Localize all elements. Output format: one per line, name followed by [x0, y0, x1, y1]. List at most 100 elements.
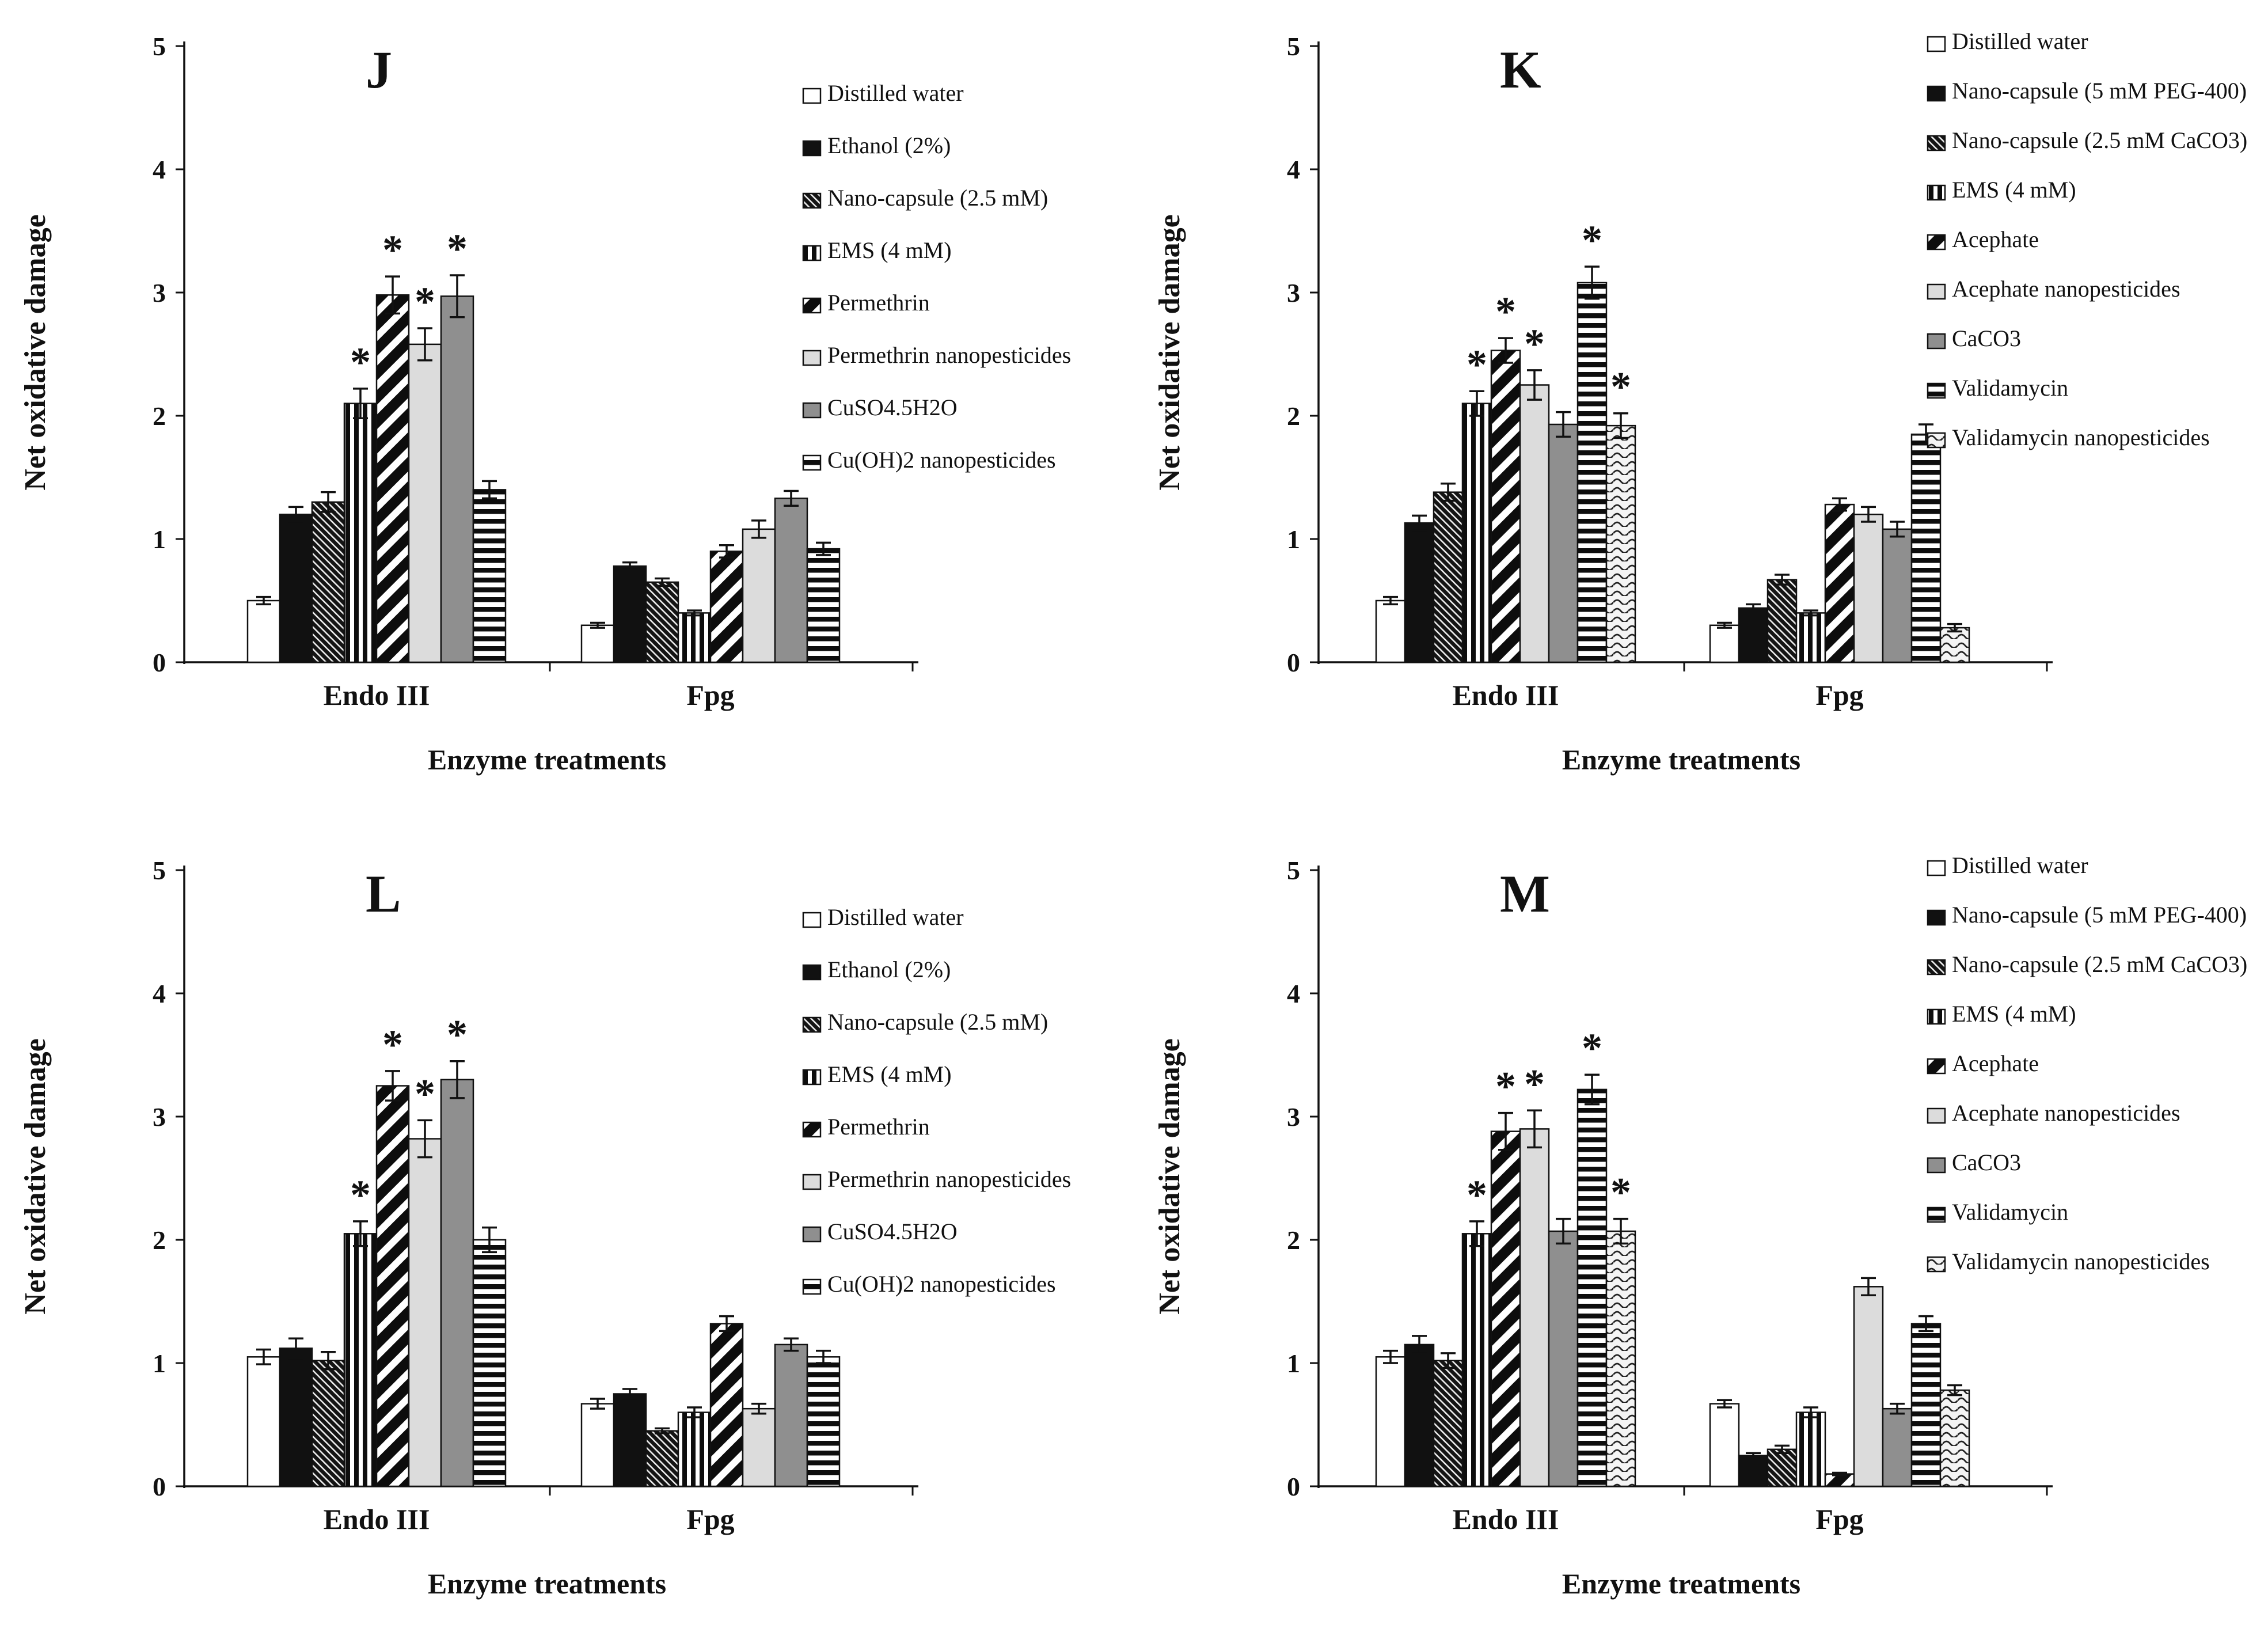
x-category-label: Fpg: [1815, 1503, 1863, 1535]
legend-label: Nano-capsule (2.5 mM): [827, 185, 1048, 211]
bar-Fpg-lightgray: [742, 1407, 776, 1487]
bar-Endo-III-gray: [1548, 423, 1579, 663]
significance-asterisk: *: [415, 1071, 435, 1117]
legend-label: Nano-capsule (5 mM PEG-400): [1952, 78, 2247, 104]
legend-swatch-white: [802, 912, 822, 928]
x-category-label: Fpg: [686, 1503, 734, 1535]
legend-swatch-lightgray: [1927, 283, 1946, 300]
y-axis-title: Net oxidative damage: [19, 214, 52, 490]
bar-Fpg-black: [1738, 607, 1769, 663]
y-tick-label: 5: [153, 32, 166, 61]
bar-Endo-III-hatch: [311, 1360, 345, 1487]
significance-asterisk: *: [1495, 1064, 1516, 1110]
bar-Fpg-black: [613, 565, 647, 663]
legend-swatch-black: [802, 964, 822, 981]
bar-Fpg-white: [580, 1403, 615, 1487]
bar-Endo-III-white: [1375, 599, 1406, 663]
legend-item: Nano-capsule (5 mM PEG-400): [1927, 902, 2247, 928]
bar-Endo-III-hstripe: [472, 489, 507, 663]
bar-Fpg-vstripe: [677, 612, 712, 663]
panel-M-chart: M 0 1 2 3 4 5 Net oxidative damage * * * * * Endo III…: [1134, 824, 2268, 1648]
bar-Endo-III-hstripe: [1576, 282, 1608, 663]
legend-swatch-hatch: [802, 192, 822, 209]
legend-item: Ethanol (2%): [802, 957, 951, 982]
panel-J-chart: J 0 1 2 3 4 5 Net oxidative damage * * * * Endo III F…: [0, 0, 1134, 824]
y-tick-label: 4: [1287, 155, 1300, 184]
legend-swatch-gray: [802, 402, 822, 419]
y-axis-title: Net oxidative damage: [1153, 1038, 1186, 1314]
bar-Endo-III-diag: [1490, 350, 1521, 663]
legend-label: Acephate: [1952, 226, 2039, 252]
legend-swatch-hstripe: [802, 1278, 822, 1295]
panel-K-chart: K 0 1 2 3 4 5 Net oxidative damage * * * * * Endo III…: [1134, 0, 2268, 824]
legend-item: Validamycin: [1927, 375, 2068, 401]
legend-swatch-diag: [802, 297, 822, 314]
legend-item: EMS (4 mM): [802, 1061, 952, 1087]
legend-label: Permethrin nanopesticides: [827, 1166, 1071, 1192]
panel-L-chart: L 0 1 2 3 4 5 Net oxidative damage * * * * Endo III F…: [0, 824, 1134, 1648]
legend-swatch-wave: [1927, 432, 1946, 449]
legend-item: Nano-capsule (2.5 mM CaCO3): [1927, 127, 2247, 153]
y-tick-label: 0: [153, 648, 166, 677]
legend-label: Permethrin: [827, 1114, 930, 1140]
legend-swatch-vstripe: [1927, 184, 1946, 201]
legend-swatch-vstripe: [802, 245, 822, 261]
bar-Endo-III-black: [1404, 1343, 1435, 1487]
legend-item: CaCO3: [1927, 325, 2021, 351]
legend-label: EMS (4 mM): [1952, 177, 2076, 203]
y-tick-label: 3: [1287, 1102, 1300, 1132]
y-axis-title: Net oxidative damage: [19, 1038, 52, 1314]
legend-item: Nano-capsule (2.5 mM): [802, 1009, 1048, 1035]
significance-asterisk: *: [447, 226, 468, 272]
significance-asterisk: *: [415, 279, 435, 325]
legend-label: Distilled water: [827, 904, 964, 930]
legend-swatch-white: [802, 88, 822, 104]
bar-Endo-III-black: [1404, 522, 1435, 663]
bar-Fpg-hatch: [645, 581, 679, 663]
y-tick-label: 1: [1287, 525, 1300, 554]
y-tick-label: 0: [1287, 648, 1300, 677]
y-tick-label: 2: [153, 1225, 166, 1255]
y-tick-label: 2: [1287, 1225, 1300, 1255]
y-tick-label: 0: [153, 1472, 166, 1501]
legend-label: Permethrin nanopesticides: [827, 342, 1071, 368]
bar-Fpg-gray: [1882, 528, 1913, 663]
legend-label: Nano-capsule (5 mM PEG-400): [1952, 902, 2247, 928]
legend-item: EMS (4 mM): [1927, 177, 2076, 203]
significance-asterisk: *: [1582, 1025, 1602, 1071]
bar-Endo-III-lightgray: [408, 1138, 442, 1487]
bar-Endo-III-gray: [1548, 1230, 1579, 1487]
bar-Endo-III-wave: [1605, 424, 1636, 663]
legend-item: Distilled water: [1927, 28, 2088, 54]
legend-swatch-hatch: [1927, 959, 1946, 976]
bar-Endo-III-lightgray: [1519, 1128, 1550, 1487]
x-category-label: Fpg: [686, 679, 734, 711]
significance-asterisk: *: [350, 339, 371, 385]
legend-swatch-lightgray: [1927, 1107, 1946, 1124]
y-tick-label: 4: [153, 979, 166, 1008]
legend-label: Cu(OH)2 nanopesticides: [827, 447, 1056, 473]
legend-label: Permethrin: [827, 290, 930, 316]
legend-swatch-black: [1927, 909, 1946, 926]
x-axis-title: Enzyme treatments: [1562, 743, 1800, 776]
bar-Fpg-hatch: [645, 1430, 679, 1487]
legend-swatch-hstripe: [1927, 1206, 1946, 1223]
x-axis-title: Enzyme treatments: [1562, 1567, 1800, 1600]
x-category-label: Endo III: [324, 679, 430, 711]
legend-item: CaCO3: [1927, 1149, 2021, 1175]
legend-label: Ethanol (2%): [827, 957, 951, 982]
legend-label: CuSO4.5H2O: [827, 394, 958, 420]
y-tick-label: 1: [1287, 1349, 1300, 1378]
legend-swatch-white: [1927, 860, 1946, 876]
y-tick-label: 2: [1287, 401, 1300, 431]
y-axis-title: Net oxidative damage: [1153, 214, 1186, 490]
y-tick-label: 4: [1287, 979, 1300, 1008]
bar-Endo-III-black: [279, 1348, 313, 1487]
legend-swatch-black: [1927, 85, 1946, 102]
significance-asterisk: *: [447, 1012, 468, 1058]
significance-asterisk: *: [1582, 217, 1602, 263]
bar-Fpg-diag: [709, 551, 744, 663]
legend-item: CuSO4.5H2O: [802, 394, 958, 420]
y-tick-label: 3: [153, 1102, 166, 1132]
